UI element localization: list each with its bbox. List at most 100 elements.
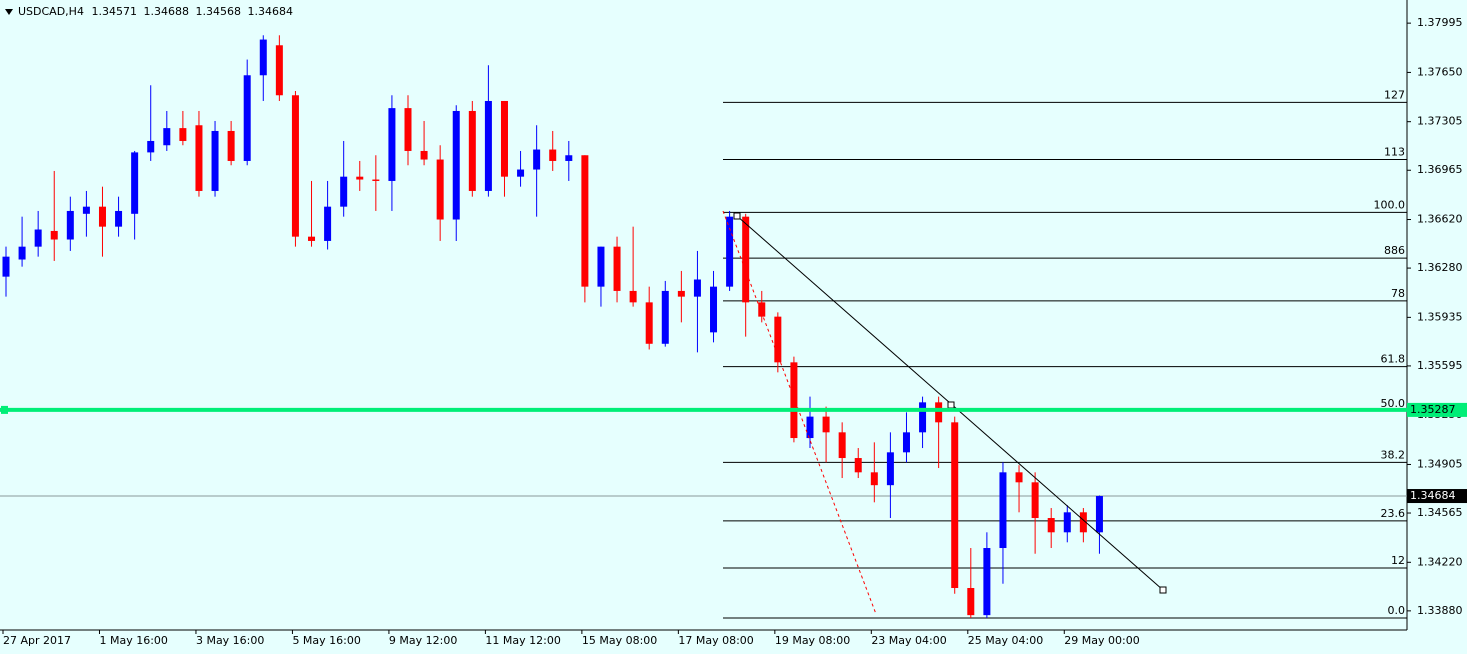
fib-label: 100.0 xyxy=(1374,198,1406,211)
fib-label: 78 xyxy=(1391,287,1405,300)
y-tick-label: 1.34905 xyxy=(1417,457,1463,470)
candle-body xyxy=(645,302,653,344)
close: 1.34684 xyxy=(247,5,293,18)
candle-body xyxy=(211,130,219,191)
candle-body xyxy=(806,416,814,439)
x-tick-label: 25 May 04:00 xyxy=(968,634,1043,647)
candle-body xyxy=(2,256,10,277)
candle-body xyxy=(919,402,927,433)
candle-body xyxy=(742,216,750,303)
price-label: 1.35287 xyxy=(1410,403,1456,416)
x-tick-label: 3 May 16:00 xyxy=(196,634,264,647)
fib-label: 113 xyxy=(1384,146,1405,159)
candle-body xyxy=(677,290,685,297)
candle-body xyxy=(661,290,669,344)
x-tick-label: 17 May 08:00 xyxy=(678,634,753,647)
candle-body xyxy=(356,176,364,180)
candle-body xyxy=(1095,496,1103,533)
candle-body xyxy=(131,152,139,214)
trendline-handle[interactable] xyxy=(733,212,741,220)
symbol: USDCAD,H4 xyxy=(18,5,84,18)
y-tick-label: 1.36620 xyxy=(1417,213,1463,226)
candle-body xyxy=(340,176,348,207)
candle-body xyxy=(324,206,332,241)
candle-body xyxy=(115,210,123,227)
fib-label: 12 xyxy=(1391,554,1405,567)
candle-body xyxy=(999,472,1007,549)
y-tick-label: 1.33880 xyxy=(1417,604,1463,617)
x-tick-label: 27 Apr 2017 xyxy=(3,634,71,647)
candle-body xyxy=(1047,518,1055,533)
candle-body xyxy=(372,179,380,181)
candle-body xyxy=(404,108,412,151)
candle-body xyxy=(693,279,701,297)
candle-body xyxy=(1031,482,1039,519)
candle-body xyxy=(951,422,959,589)
candle-body xyxy=(98,206,106,227)
candle-body xyxy=(533,149,541,170)
candle-body xyxy=(1063,512,1071,533)
candle-body xyxy=(886,452,894,486)
header: USDCAD,H4 1.34571 1.34688 1.34568 1.3468… xyxy=(18,5,293,18)
low: 1.34568 xyxy=(195,5,241,18)
x-tick-label: 1 May 16:00 xyxy=(99,634,167,647)
fib-label: 38.2 xyxy=(1381,448,1406,461)
x-tick-label: 29 May 00:00 xyxy=(1064,634,1139,647)
candle-body xyxy=(275,45,283,96)
y-tick-label: 1.35935 xyxy=(1417,310,1463,323)
candle-body xyxy=(726,216,734,287)
candle-body xyxy=(500,100,508,177)
price-label-box xyxy=(1407,489,1467,504)
candle-body xyxy=(50,230,58,240)
candle-body xyxy=(227,130,235,161)
fib-label: 127 xyxy=(1384,88,1405,101)
candle-body xyxy=(259,39,267,76)
y-tick-label: 1.36965 xyxy=(1417,163,1463,176)
price-label-box xyxy=(1407,402,1467,417)
candle-body xyxy=(629,290,637,303)
y-tick-label: 1.37305 xyxy=(1417,115,1463,128)
candle-body xyxy=(870,472,878,486)
candle-body xyxy=(967,588,975,616)
menu-triangle[interactable] xyxy=(5,9,13,15)
fib-label: 50.0 xyxy=(1381,397,1406,410)
candle-body xyxy=(613,246,621,291)
candle-body xyxy=(549,149,557,161)
horizontal-line-handle xyxy=(1,405,8,414)
candle-body xyxy=(484,100,492,191)
candle-body xyxy=(838,432,846,459)
candle-body xyxy=(822,416,830,433)
candle-body xyxy=(179,128,187,141)
trendline-handle[interactable] xyxy=(1159,586,1167,594)
candle-body xyxy=(1015,472,1023,483)
x-tick-label: 19 May 08:00 xyxy=(775,634,850,647)
candle-body xyxy=(790,362,798,439)
y-tick-label: 1.35595 xyxy=(1417,359,1463,372)
fib-label: 886 xyxy=(1384,244,1405,257)
candle-body xyxy=(774,316,782,363)
candle-body xyxy=(308,236,316,241)
high: 1.34688 xyxy=(143,5,189,18)
candle-body xyxy=(420,150,428,160)
candle-body xyxy=(902,432,910,453)
y-tick-label: 1.36280 xyxy=(1417,261,1463,274)
candle-body xyxy=(710,286,718,333)
candle-body xyxy=(436,159,444,220)
candle-body xyxy=(468,110,476,191)
candle-body xyxy=(243,75,251,161)
fib-label: 0.0 xyxy=(1388,604,1406,617)
candle-body xyxy=(82,206,90,214)
x-tick-label: 11 May 12:00 xyxy=(485,634,560,647)
candle-body xyxy=(163,128,171,146)
fib-label: 61.8 xyxy=(1381,353,1406,366)
candle-body xyxy=(565,155,573,161)
candle-body xyxy=(983,548,991,616)
trendline-handle[interactable] xyxy=(947,401,955,409)
price-label: 1.34684 xyxy=(1410,489,1456,502)
x-tick-label: 23 May 04:00 xyxy=(871,634,946,647)
candle-body xyxy=(935,402,943,423)
fib-label: 23.6 xyxy=(1381,507,1406,520)
